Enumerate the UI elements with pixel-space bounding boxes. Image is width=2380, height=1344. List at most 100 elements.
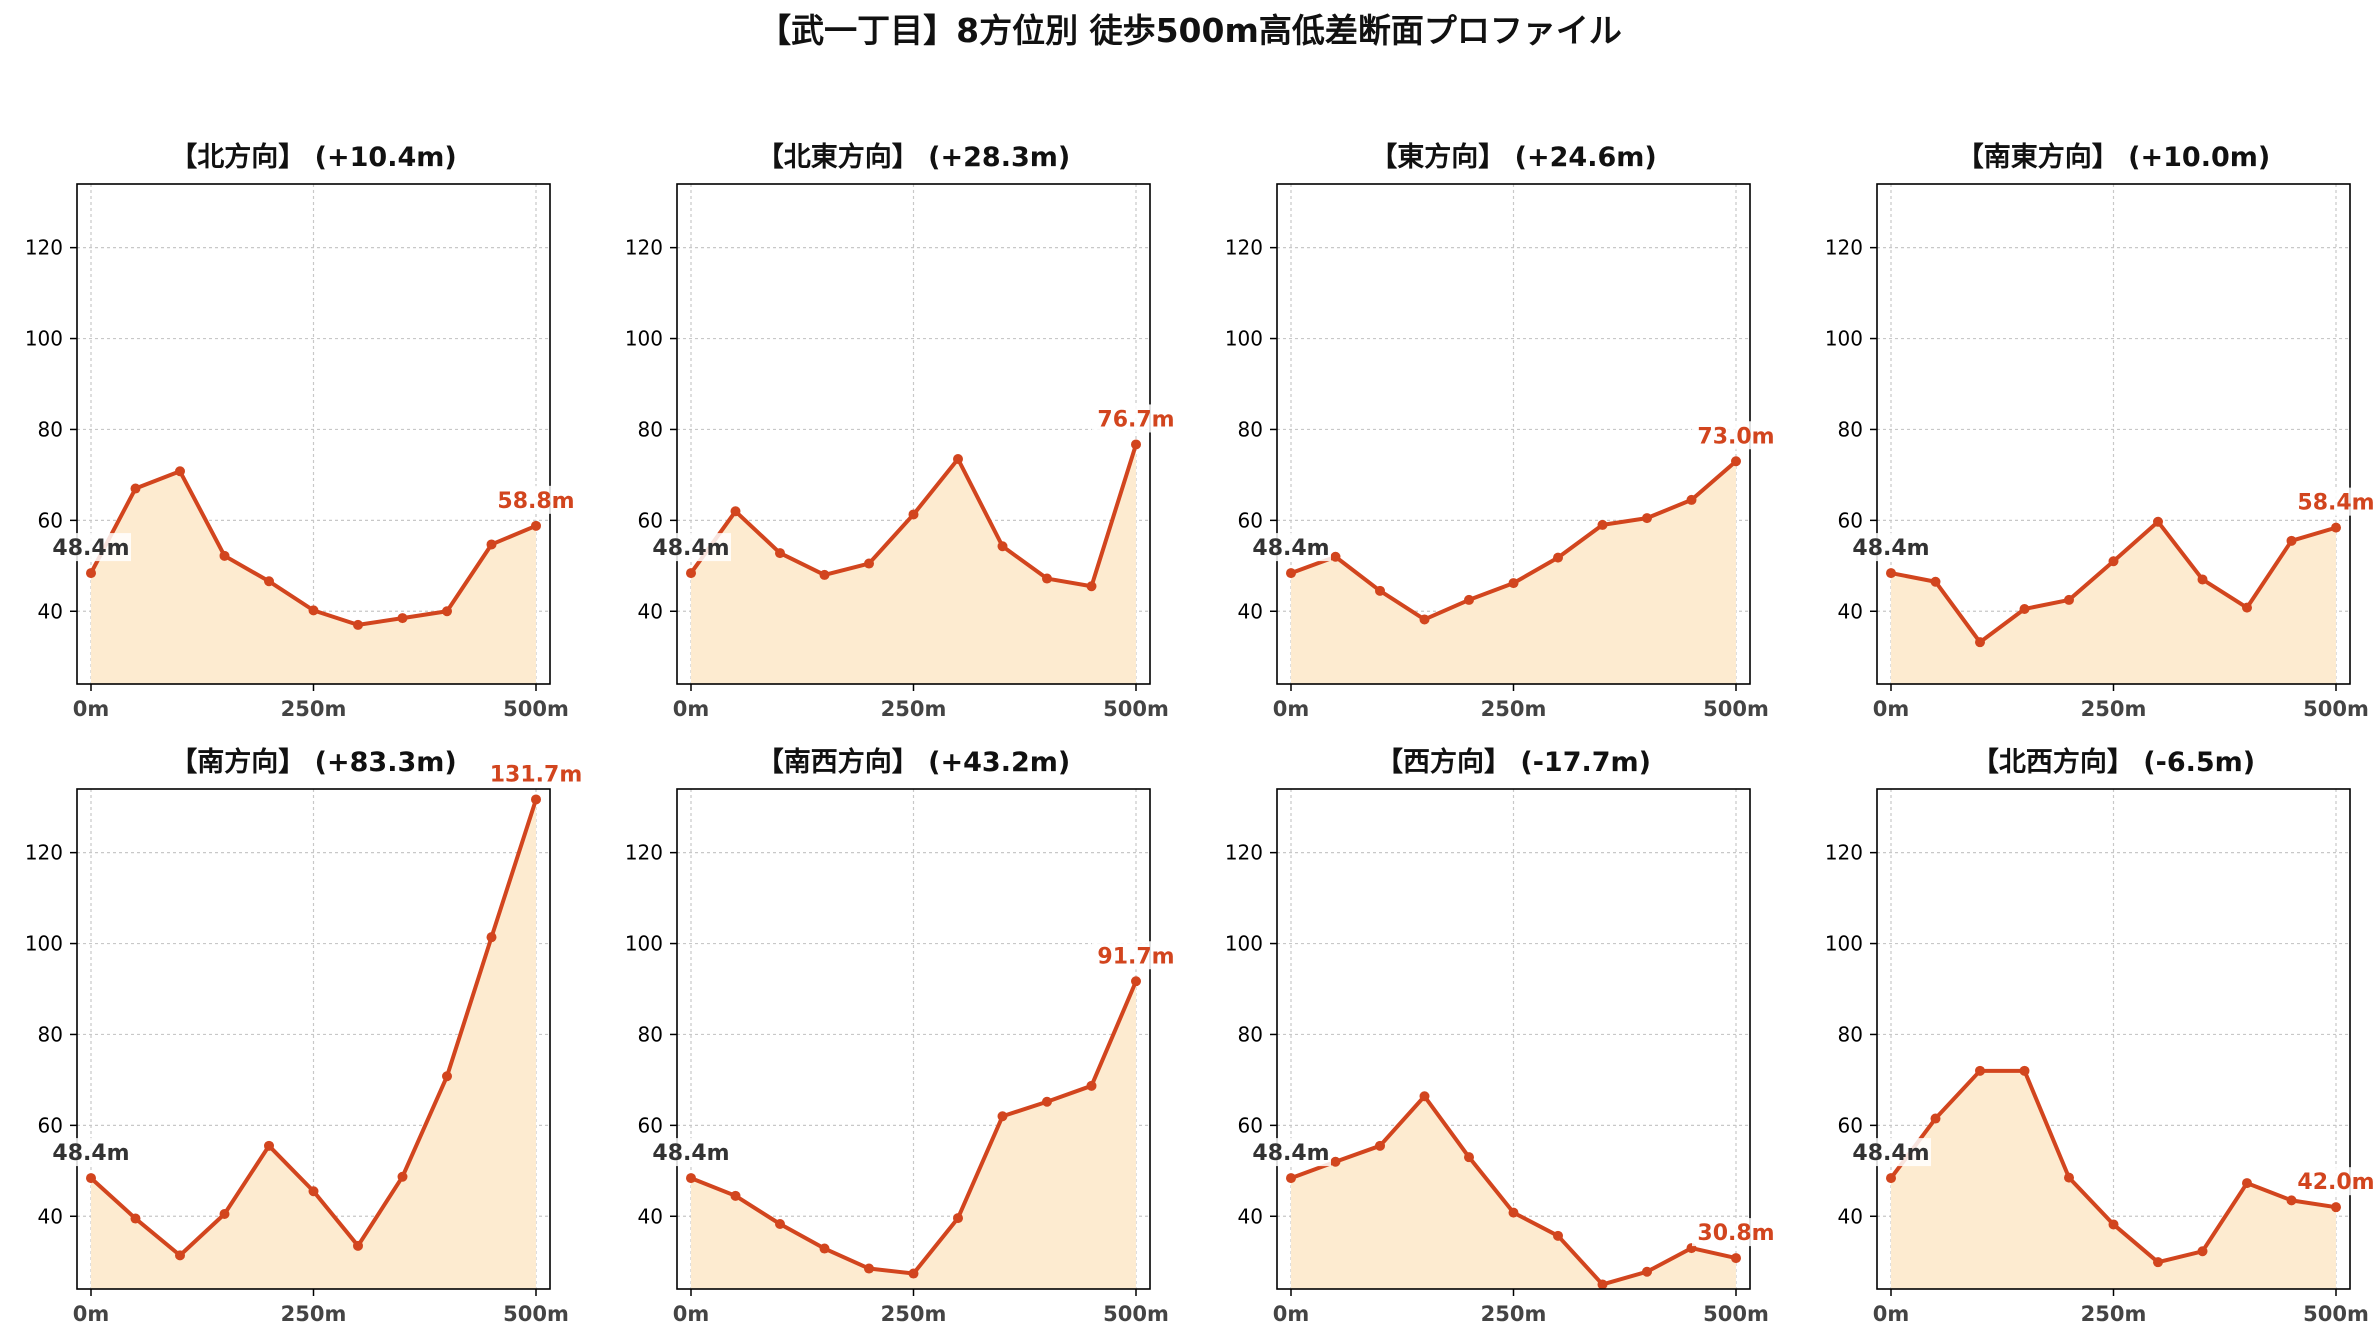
data-point <box>1042 1096 1052 1107</box>
data-point <box>353 1240 363 1251</box>
data-point <box>1930 576 1941 587</box>
y-tick-label: 60 <box>638 508 663 532</box>
end-label-background <box>1692 421 1780 450</box>
data-point <box>1886 1173 1896 1184</box>
data-point <box>1419 614 1430 625</box>
data-point <box>864 1263 874 1274</box>
x-tick-label: 250m <box>881 697 947 721</box>
x-tick-label: 250m <box>2081 1302 2147 1326</box>
y-tick-label: 40 <box>1838 599 1863 623</box>
x-tick-label: 500m <box>1703 697 1769 721</box>
panel-6: 【南西方向】 (+43.2m) 40 60 80 100 120 0m 250m 500m 48.… <box>625 746 1180 1326</box>
end-label-background <box>1092 404 1180 433</box>
data-point <box>86 568 96 579</box>
end-label-background <box>492 485 580 514</box>
data-point <box>86 1173 96 1184</box>
y-tick-label: 40 <box>1838 1204 1863 1228</box>
data-point <box>2242 602 2252 613</box>
x-tick-label: 500m <box>2303 1302 2369 1326</box>
data-point <box>2064 1172 2074 1183</box>
data-point <box>1597 1279 1608 1290</box>
start-label: 48.4m <box>1852 536 1929 561</box>
x-tick-label: 0m <box>1273 697 1310 721</box>
x-tick-label: 250m <box>281 1302 347 1326</box>
y-tick-label: 100 <box>25 327 63 351</box>
panel-8: 【北西方向】 (-6.5m) 40 60 80 100 120 0m 250m 500m 48.4… <box>1825 746 2380 1326</box>
y-tick-label: 80 <box>638 417 663 441</box>
data-point <box>1330 551 1341 562</box>
y-tick-label: 60 <box>1238 508 1263 532</box>
y-tick-label: 100 <box>625 327 663 351</box>
end-label: 58.8m <box>497 489 574 514</box>
x-tick-label: 500m <box>503 697 569 721</box>
start-label-background <box>51 1138 131 1167</box>
data-point <box>308 605 319 616</box>
data-point <box>1975 1065 1985 1076</box>
end-label: 91.7m <box>1097 944 1174 969</box>
data-point <box>1886 568 1896 579</box>
data-point <box>2108 1219 2119 1230</box>
x-tick-label: 500m <box>2303 697 2369 721</box>
y-tick-label: 100 <box>25 932 63 956</box>
panel-4: 【南東方向】 (+10.0m) 40 60 80 100 120 0m 250m 500m 48.… <box>1825 141 2380 721</box>
data-point <box>175 466 185 477</box>
y-tick-label: 120 <box>1225 236 1263 260</box>
x-tick-label: 500m <box>1703 1302 1769 1326</box>
panel-title: 【西方向】 (-17.7m) <box>1376 746 1651 778</box>
data-point <box>175 1250 185 1261</box>
start-label-background <box>651 533 731 562</box>
y-tick-label: 120 <box>1825 841 1863 865</box>
end-label-background <box>492 759 580 788</box>
data-point <box>908 509 919 520</box>
data-point <box>486 932 497 943</box>
data-point <box>264 576 274 587</box>
x-tick-label: 500m <box>1103 697 1169 721</box>
x-tick-label: 0m <box>673 1302 710 1326</box>
y-tick-label: 80 <box>638 1022 663 1046</box>
panel-title: 【南方向】 (+83.3m) <box>170 746 456 778</box>
y-tick-label: 40 <box>38 1204 63 1228</box>
y-tick-label: 40 <box>638 599 663 623</box>
y-tick-label: 120 <box>25 841 63 865</box>
data-point <box>130 483 141 494</box>
panel-title: 【北西方向】 (-6.5m) <box>1972 746 2255 778</box>
data-point <box>531 794 541 805</box>
end-label: 30.8m <box>1697 1221 1774 1246</box>
data-point <box>1419 1091 1430 1102</box>
panel-title: 【北方向】 (+10.4m) <box>170 141 456 173</box>
y-tick-label: 60 <box>1838 508 1863 532</box>
panel-7: 【西方向】 (-17.7m) 40 60 80 100 120 0m 250m 500m 48.4… <box>1225 746 1780 1326</box>
data-point <box>819 1243 830 1254</box>
data-point <box>2286 1195 2297 1206</box>
y-tick-label: 120 <box>1225 841 1263 865</box>
elevation-area <box>691 444 1136 684</box>
data-point <box>1508 1207 1519 1218</box>
data-point <box>2064 594 2074 605</box>
data-point <box>1731 456 1741 467</box>
x-tick-label: 250m <box>2081 697 2147 721</box>
data-point <box>1042 573 1052 584</box>
figure-title: 【武一丁目】8方位別 徒歩500m高低差断面プロファイル <box>758 11 1622 50</box>
x-tick-label: 500m <box>1103 1302 1169 1326</box>
data-point <box>353 619 363 630</box>
x-tick-label: 0m <box>1873 697 1910 721</box>
data-point <box>1375 585 1385 596</box>
data-point <box>1086 581 1097 592</box>
data-point <box>2108 556 2119 567</box>
data-point <box>775 548 785 559</box>
y-tick-label: 120 <box>25 236 63 260</box>
start-label-background <box>1251 533 1331 562</box>
data-point <box>1975 637 1985 648</box>
data-point <box>130 1213 141 1224</box>
end-label-background <box>1692 1218 1780 1247</box>
start-label: 48.4m <box>1852 1141 1929 1166</box>
start-label-background <box>1251 1138 1331 1167</box>
data-point <box>1286 1173 1296 1184</box>
data-point <box>997 1111 1008 1122</box>
data-point <box>1642 513 1652 524</box>
x-tick-label: 0m <box>73 697 110 721</box>
data-point <box>1131 439 1141 450</box>
data-point <box>1464 1152 1474 1163</box>
